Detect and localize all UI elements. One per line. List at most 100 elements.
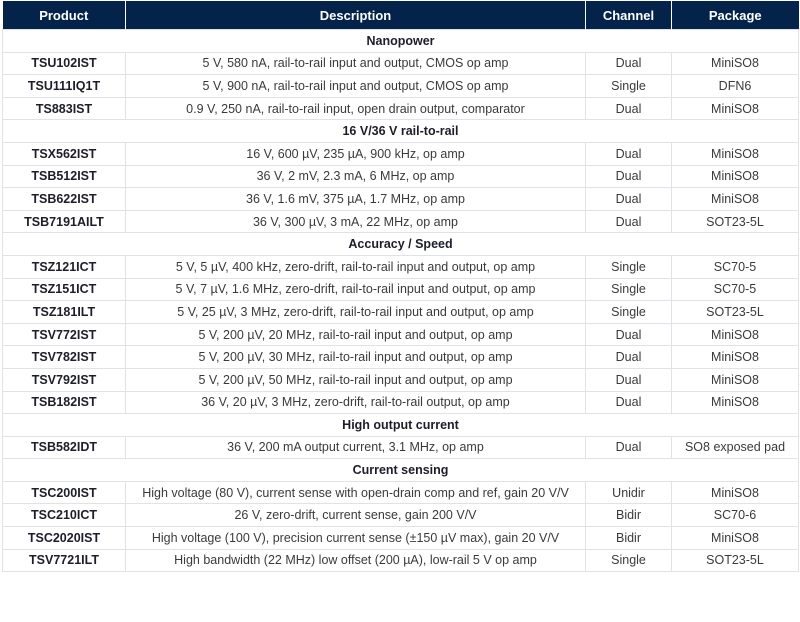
product-cell[interactable]: TSV782IST	[2, 345, 126, 369]
package-cell: MiniSO8	[671, 51, 799, 76]
section-row: Accuracy / Speed	[2, 232, 799, 256]
section-row: Current sensing	[2, 458, 799, 482]
description-cell: 36 V, 300 µV, 3 mA, 22 MHz, op amp	[125, 209, 586, 234]
table-row: TSX562IST 16 V, 600 µV, 235 µA, 900 kHz, …	[2, 141, 799, 166]
header-row: Product Description Channel Package	[2, 1, 799, 30]
channel-cell: Single	[585, 74, 672, 98]
product-cell[interactable]: TSB182IST	[2, 390, 126, 415]
description-cell: 36 V, 200 mA output current, 3.1 MHz, op…	[125, 435, 586, 460]
table-row: TSC2020IST High voltage (100 V), precisio…	[2, 526, 799, 550]
table-row: TSB582IDT 36 V, 200 mA output current, 3.…	[2, 435, 799, 460]
package-cell: MiniSO8	[671, 345, 799, 369]
description-cell: 26 V, zero-drift, current sense, gain 20…	[125, 503, 586, 528]
channel-cell: Dual	[585, 51, 672, 76]
description-cell: High voltage (80 V), current sense with …	[125, 480, 586, 505]
description-cell: 16 V, 600 µV, 235 µA, 900 kHz, op amp	[125, 141, 586, 166]
table-row: TSV782IST 5 V, 200 µV, 30 MHz, rail-to-ra…	[2, 345, 799, 369]
package-cell: SC70-6	[671, 503, 799, 528]
product-cell[interactable]: TSC200IST	[2, 480, 126, 505]
product-cell[interactable]: TSC210ICT	[2, 503, 126, 528]
package-cell: MiniSO8	[671, 390, 799, 415]
section-row: 16 V/36 V rail-to-rail	[2, 119, 799, 143]
package-cell: DFN6	[671, 74, 799, 98]
table-row: TSU111IQ1T 5 V, 900 nA, rail-to-rail inpu…	[2, 74, 799, 98]
table-row: TSB182IST 36 V, 20 µV, 3 MHz, zero-drift,…	[2, 390, 799, 415]
description-cell: 5 V, 200 µV, 20 MHz, rail-to-rail input …	[125, 322, 586, 347]
channel-cell: Dual	[585, 209, 672, 234]
package-cell: MiniSO8	[671, 367, 799, 392]
section-row: High output current	[2, 413, 799, 437]
section-title: Accuracy / Speed	[2, 232, 799, 256]
section-title: Nanopower	[2, 29, 799, 53]
table-row: TSV7721ILT High bandwidth (22 MHz) low of…	[2, 548, 799, 573]
product-cell[interactable]: TSB622IST	[2, 187, 126, 211]
package-cell: SOT23-5L	[671, 548, 799, 573]
table-row: TSB512IST 36 V, 2 mV, 2.3 mA, 6 MHz, op a…	[2, 164, 799, 189]
product-cell[interactable]: TSV792IST	[2, 367, 126, 392]
table-row: TSV792IST 5 V, 200 µV, 50 MHz, rail-to-ra…	[2, 367, 799, 392]
description-cell: 5 V, 200 µV, 50 MHz, rail-to-rail input …	[125, 367, 586, 392]
description-cell: High bandwidth (22 MHz) low offset (200 …	[125, 548, 586, 573]
description-cell: 5 V, 7 µV, 1.6 MHz, zero-drift, rail-to-…	[125, 277, 586, 302]
product-cell[interactable]: TSC2020IST	[2, 526, 126, 550]
package-cell: SOT23-5L	[671, 209, 799, 234]
channel-cell: Single	[585, 254, 672, 279]
product-cell[interactable]: TSU102IST	[2, 51, 126, 76]
table-row: TSC200IST High voltage (80 V), current se…	[2, 480, 799, 505]
package-cell: MiniSO8	[671, 526, 799, 550]
package-cell: MiniSO8	[671, 164, 799, 189]
description-cell: 36 V, 20 µV, 3 MHz, zero-drift, rail-to-…	[125, 390, 586, 415]
product-cell[interactable]: TSV772IST	[2, 322, 126, 347]
channel-cell: Dual	[585, 322, 672, 347]
product-cell[interactable]: TSZ121ICT	[2, 254, 126, 279]
channel-cell: Bidir	[585, 503, 672, 528]
description-cell: 36 V, 2 mV, 2.3 mA, 6 MHz, op amp	[125, 164, 586, 189]
product-cell[interactable]: TSU111IQ1T	[2, 74, 126, 98]
table-row: TSZ181ILT 5 V, 25 µV, 3 MHz, zero-drift, …	[2, 300, 799, 324]
channel-cell: Dual	[585, 164, 672, 189]
product-cell[interactable]: TSZ151ICT	[2, 277, 126, 302]
section-row: Nanopower	[2, 29, 799, 53]
description-cell: 5 V, 200 µV, 30 MHz, rail-to-rail input …	[125, 345, 586, 369]
product-cell[interactable]: TSB512IST	[2, 164, 126, 189]
table-row: TSZ151ICT 5 V, 7 µV, 1.6 MHz, zero-drift,…	[2, 277, 799, 302]
table-row: TSB7191AILT 36 V, 300 µV, 3 mA, 22 MHz, o…	[2, 209, 799, 234]
product-table: Product Description Channel Package Nano…	[2, 1, 799, 573]
package-cell: MiniSO8	[671, 187, 799, 211]
product-cell[interactable]: TSX562IST	[2, 141, 126, 166]
package-cell: MiniSO8	[671, 96, 799, 121]
description-cell: 5 V, 25 µV, 3 MHz, zero-drift, rail-to-r…	[125, 300, 586, 324]
section-title: High output current	[2, 413, 799, 437]
description-cell: High voltage (100 V), precision current …	[125, 526, 586, 550]
product-cell[interactable]: TSV7721ILT	[2, 548, 126, 573]
header-product: Product	[2, 1, 126, 30]
table-row: TSC210ICT 26 V, zero-drift, current sense…	[2, 503, 799, 528]
channel-cell: Dual	[585, 390, 672, 415]
table-row: TS883IST 0.9 V, 250 nA, rail-to-rail inpu…	[2, 96, 799, 121]
table-row: TSZ121ICT 5 V, 5 µV, 400 kHz, zero-drift,…	[2, 254, 799, 279]
product-cell[interactable]: TSB582IDT	[2, 435, 126, 460]
channel-cell: Single	[585, 300, 672, 324]
channel-cell: Single	[585, 277, 672, 302]
description-cell: 5 V, 580 nA, rail-to-rail input and outp…	[125, 51, 586, 76]
channel-cell: Dual	[585, 435, 672, 460]
package-cell: SOT23-5L	[671, 300, 799, 324]
package-cell: MiniSO8	[671, 322, 799, 347]
section-title: Current sensing	[2, 458, 799, 482]
product-cell[interactable]: TSB7191AILT	[2, 209, 126, 234]
header-package: Package	[671, 1, 799, 30]
channel-cell: Dual	[585, 96, 672, 121]
description-cell: 5 V, 5 µV, 400 kHz, zero-drift, rail-to-…	[125, 254, 586, 279]
channel-cell: Dual	[585, 141, 672, 166]
product-cell[interactable]: TS883IST	[2, 96, 126, 121]
description-cell: 36 V, 1.6 mV, 375 µA, 1.7 MHz, op amp	[125, 187, 586, 211]
package-cell: SC70-5	[671, 254, 799, 279]
product-cell[interactable]: TSZ181ILT	[2, 300, 126, 324]
package-cell: MiniSO8	[671, 141, 799, 166]
channel-cell: Dual	[585, 367, 672, 392]
channel-cell: Dual	[585, 345, 672, 369]
channel-cell: Bidir	[585, 526, 672, 550]
package-cell: SC70-5	[671, 277, 799, 302]
channel-cell: Dual	[585, 187, 672, 211]
package-cell: SO8 exposed pad	[671, 435, 799, 460]
